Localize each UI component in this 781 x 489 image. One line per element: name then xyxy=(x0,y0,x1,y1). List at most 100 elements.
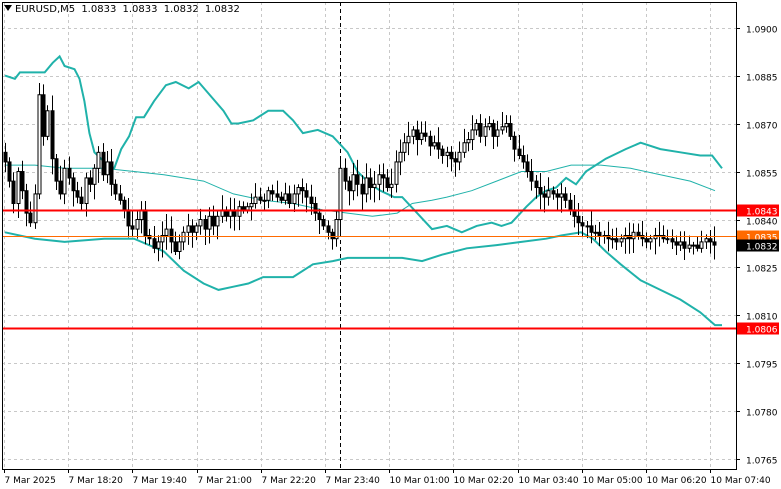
candle-bear xyxy=(529,171,534,182)
candle-bear xyxy=(169,228,174,243)
y-tick-label: 1.0825 xyxy=(746,265,778,275)
collapse-triangle-icon[interactable] xyxy=(4,5,12,11)
horizontal-levels[interactable] xyxy=(2,209,736,330)
y-tick-label: 1.0855 xyxy=(746,170,778,180)
candle-bear xyxy=(190,225,195,233)
price-axis: 1.09001.08851.08701.08551.08401.08251.08… xyxy=(736,26,778,467)
bollinger-bands xyxy=(4,54,723,327)
candle-bull xyxy=(559,193,564,198)
candle-bear xyxy=(241,206,246,211)
candle-bear xyxy=(343,167,348,182)
candle-bull xyxy=(215,215,220,227)
candle-bear xyxy=(580,222,585,227)
candle-bear xyxy=(270,190,275,195)
chart-header: EURUSD,M5 1.0833 1.0833 1.0832 1.0832 xyxy=(4,4,243,15)
candle-bull xyxy=(610,238,615,241)
symbol-label: EURUSD,M5 xyxy=(15,4,76,15)
candle-bear xyxy=(636,231,641,237)
x-tick-label: 7 Mar 19:40 xyxy=(133,476,188,486)
candle-bear xyxy=(58,180,63,195)
candle-bear xyxy=(576,215,581,224)
candle-bull xyxy=(474,123,479,131)
candle-bear xyxy=(478,123,483,137)
candle-bull xyxy=(631,231,636,240)
high-value: 1.0833 xyxy=(122,4,158,15)
candle-bear xyxy=(28,212,33,224)
candle-bear xyxy=(3,151,8,163)
candle-bull xyxy=(466,139,471,144)
candle-bear xyxy=(661,235,666,240)
candle-bear xyxy=(143,209,148,237)
x-tick-label: 10 Mar 02:20 xyxy=(454,476,514,486)
candle-bear xyxy=(258,196,263,201)
candle-bull xyxy=(105,161,110,176)
chart-frame xyxy=(2,2,737,470)
candle-bull xyxy=(16,171,21,205)
x-tick-label: 10 Mar 06:20 xyxy=(647,476,707,486)
candle-bull xyxy=(338,167,343,221)
candle-bull xyxy=(334,219,339,240)
candle-bear xyxy=(682,241,687,249)
candle-bear xyxy=(147,235,152,240)
bollinger-lower-line xyxy=(4,231,722,327)
candle-bear xyxy=(538,187,543,195)
candle-bear xyxy=(627,235,632,240)
y-tick-label: 1.0840 xyxy=(746,218,778,228)
candle-bear xyxy=(279,196,284,201)
candle-bear xyxy=(304,190,309,198)
candle-bear xyxy=(24,190,29,214)
current-price-tag xyxy=(737,239,779,252)
x-tick-label: 7 Mar 22:20 xyxy=(262,476,317,486)
y-tick-label: 1.0900 xyxy=(746,26,778,36)
candle-bull xyxy=(665,238,670,241)
x-tick-label: 7 Mar 23:40 xyxy=(326,476,381,486)
candle-bear xyxy=(368,177,373,189)
candle-bear xyxy=(525,161,530,173)
candle-bull xyxy=(283,193,288,201)
candle-bull xyxy=(699,241,704,249)
candle-bear xyxy=(211,215,216,227)
open-value: 1.0833 xyxy=(81,4,117,15)
candle-bear xyxy=(321,219,326,227)
candle-bull xyxy=(389,183,394,189)
candle-bear xyxy=(568,199,573,211)
candle-bull xyxy=(623,235,628,240)
candle-bull xyxy=(445,151,450,157)
candle-bull xyxy=(419,132,424,141)
candle-bear xyxy=(674,241,679,246)
candle-bull xyxy=(487,123,492,128)
candle-bull xyxy=(253,196,258,205)
candle-bear xyxy=(173,241,178,252)
candle-bear xyxy=(50,110,55,160)
y-tick-label: 1.0795 xyxy=(746,361,778,371)
level-price-label: 1.0806 xyxy=(746,326,778,336)
candle-bear xyxy=(415,129,420,141)
candle-bull xyxy=(249,203,254,208)
candle-bear xyxy=(101,151,106,176)
candle-bull xyxy=(546,190,551,198)
candle-bull xyxy=(262,199,267,202)
candle-bull xyxy=(96,151,101,169)
candle-bull xyxy=(292,193,297,205)
candle-bull xyxy=(37,94,42,195)
candle-bull xyxy=(648,238,653,243)
candle-bear xyxy=(521,155,526,163)
candle-bull xyxy=(406,135,411,144)
candle-bear xyxy=(309,196,314,205)
candle-bull xyxy=(198,219,203,227)
candle-bull xyxy=(92,167,97,185)
level-price-label: 1.0843 xyxy=(746,208,778,218)
candle-bear xyxy=(436,142,441,150)
candle-bull xyxy=(653,235,658,240)
candle-bear xyxy=(449,151,454,160)
bollinger-upper-line xyxy=(4,54,723,234)
candle-bear xyxy=(330,231,335,240)
candle-bull xyxy=(678,241,683,246)
candle-bear xyxy=(423,132,428,137)
candle-bull xyxy=(398,151,403,163)
candle-bear xyxy=(606,235,611,240)
candle-bear xyxy=(512,135,517,150)
candle-bull xyxy=(462,142,467,153)
candle-bull xyxy=(62,167,67,195)
